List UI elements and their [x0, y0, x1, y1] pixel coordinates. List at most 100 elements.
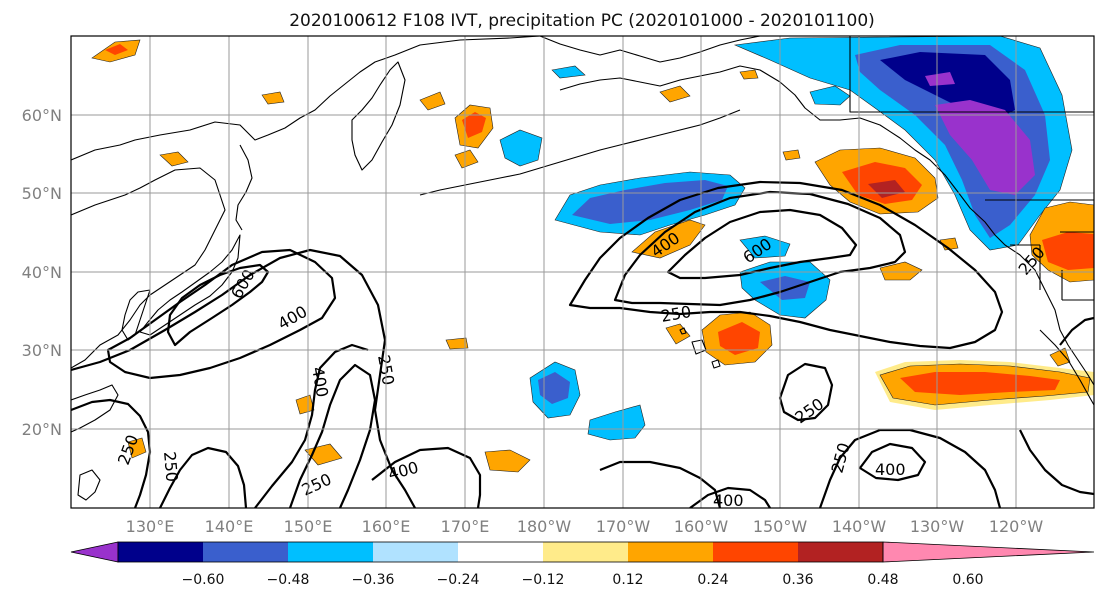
precip-pos-region — [659, 85, 691, 103]
precip-pos-region — [1042, 232, 1094, 270]
colorbar-extend-right — [882, 541, 1095, 563]
precip-pos-region — [127, 437, 147, 459]
korea-coastline — [121, 289, 151, 341]
colorbar-tick-label: 0.60 — [952, 572, 983, 588]
lon-tick-label: 160°W — [674, 517, 729, 536]
ivt-contour-250 — [71, 248, 416, 508]
precip-pos-region — [782, 149, 801, 161]
colorbar-segment — [118, 542, 203, 562]
lat-tick-label: 20°N — [22, 420, 62, 439]
colorbar-tick-label: −0.48 — [267, 572, 310, 588]
lon-tick-label: 160°E — [362, 517, 411, 536]
lon-tick-label: 130°W — [910, 517, 965, 536]
precip-pos-region — [718, 322, 760, 355]
aleutian-islands — [419, 109, 741, 196]
lon-tick-label: 150°W — [753, 517, 808, 536]
precip-neg-region — [925, 72, 955, 86]
lon-tick-label: 170°E — [441, 517, 490, 536]
sakhalin-coastline — [235, 144, 253, 231]
lon-tick-label: 130°E — [126, 517, 175, 536]
colorbar-tick-label: −0.24 — [437, 572, 480, 588]
precip-neg-region — [499, 129, 543, 167]
precip-pos-region — [739, 69, 759, 80]
colorbar-tick-label: 0.24 — [697, 572, 728, 588]
china-coastline — [71, 384, 119, 433]
alaska-coastline — [539, 36, 761, 63]
precip-pos-region — [445, 337, 469, 350]
asia-coastline — [71, 36, 541, 161]
contour-label: 250 — [160, 451, 182, 483]
us-state-lines — [1010, 231, 1094, 301]
precip-pos-region — [484, 449, 531, 473]
lat-tick-label: 30°N — [22, 341, 62, 360]
precip-pos-region — [631, 219, 706, 259]
precip-neg-region — [739, 235, 791, 259]
ivt-contour-400 — [613, 190, 907, 307]
colorbar-extend-left — [70, 541, 119, 563]
lon-tick-label: 120°W — [989, 517, 1044, 536]
precip-neg-region — [880, 52, 1015, 120]
asia-coastline — [71, 167, 226, 369]
figure-title: 2020100612 F108 IVT, precipitation PC (2… — [289, 11, 875, 31]
mexico-coastline — [1039, 329, 1094, 406]
colorbar-segment — [288, 542, 373, 562]
precip-neg-region — [587, 404, 646, 441]
precip-neg-region — [572, 180, 728, 224]
colorbar-tick-label: −0.60 — [182, 572, 225, 588]
ivt-contour-400 — [689, 486, 771, 508]
ivt-contour-400 — [371, 446, 482, 508]
colorbar-tick-label: 0.12 — [612, 572, 643, 588]
colorbar-tick-label: 0.36 — [782, 572, 813, 588]
precip-neg-region — [538, 372, 570, 404]
gridlines — [71, 36, 1094, 508]
colorbar-segment — [713, 542, 798, 562]
colorbar-tick-label: −0.12 — [522, 572, 565, 588]
map-panel: 600 400 250 400 250 250 250 400 250 400 … — [70, 35, 1095, 509]
ivt-contour-600 — [666, 208, 858, 280]
lon-tick-label: 140°W — [832, 517, 887, 536]
precip-pos-region — [159, 151, 189, 167]
lat-tick-label: 50°N — [22, 184, 62, 203]
lat-axis: 60°N 50°N 40°N 30°N 20°N — [22, 106, 62, 439]
lon-tick-label: 140°E — [205, 517, 254, 536]
kamchatka-coastline — [351, 61, 406, 171]
precip-neg-region — [809, 85, 851, 106]
coastlines — [71, 36, 1094, 501]
philippines-coastline — [77, 469, 101, 501]
precip-pos-region — [419, 91, 446, 111]
colorbar-frame — [117, 541, 884, 563]
ivt-contour-600 — [166, 263, 270, 347]
lon-tick-label: 150°E — [284, 517, 333, 536]
ivt-contour-250 — [568, 180, 1004, 350]
ivt-contour-250 — [1059, 316, 1094, 346]
lat-tick-label: 40°N — [22, 263, 62, 282]
ivt-contour-400 — [106, 248, 337, 380]
contour-label: 400 — [875, 460, 906, 479]
colorbar-segment — [458, 542, 543, 562]
precip-pos-region — [900, 372, 1060, 395]
canada-border — [849, 36, 1094, 113]
ivt-contours — [71, 180, 1094, 508]
precip-pos-region — [462, 112, 486, 138]
precip-neg-region — [760, 276, 810, 300]
lon-axis: 130°E 140°E 150°E 160°E 170°E 180°W 170°… — [126, 517, 1044, 536]
ivt-contour-400 — [858, 442, 927, 482]
precip-pos-region — [939, 237, 959, 251]
precip-neg-region — [935, 100, 1035, 195]
precip-pos-region — [295, 394, 315, 415]
colorbar-segment — [628, 542, 713, 562]
ivt-contour-250 — [159, 446, 248, 508]
ivt-contour-250 — [1019, 429, 1094, 496]
precip-pos-region — [261, 91, 285, 105]
colorbar-segment — [543, 542, 628, 562]
colorbar-segment — [373, 542, 458, 562]
ivt-contour-250 — [778, 362, 834, 422]
precip-neg-region — [551, 65, 586, 79]
colorbar-tick-label: 0.48 — [867, 572, 898, 588]
precip-pos-region — [105, 44, 128, 55]
precip-pos-region — [879, 261, 923, 281]
ivt-contour-250 — [599, 460, 722, 508]
colorbar-tick-label: −0.36 — [352, 572, 395, 588]
colorbar-segment — [798, 542, 883, 562]
